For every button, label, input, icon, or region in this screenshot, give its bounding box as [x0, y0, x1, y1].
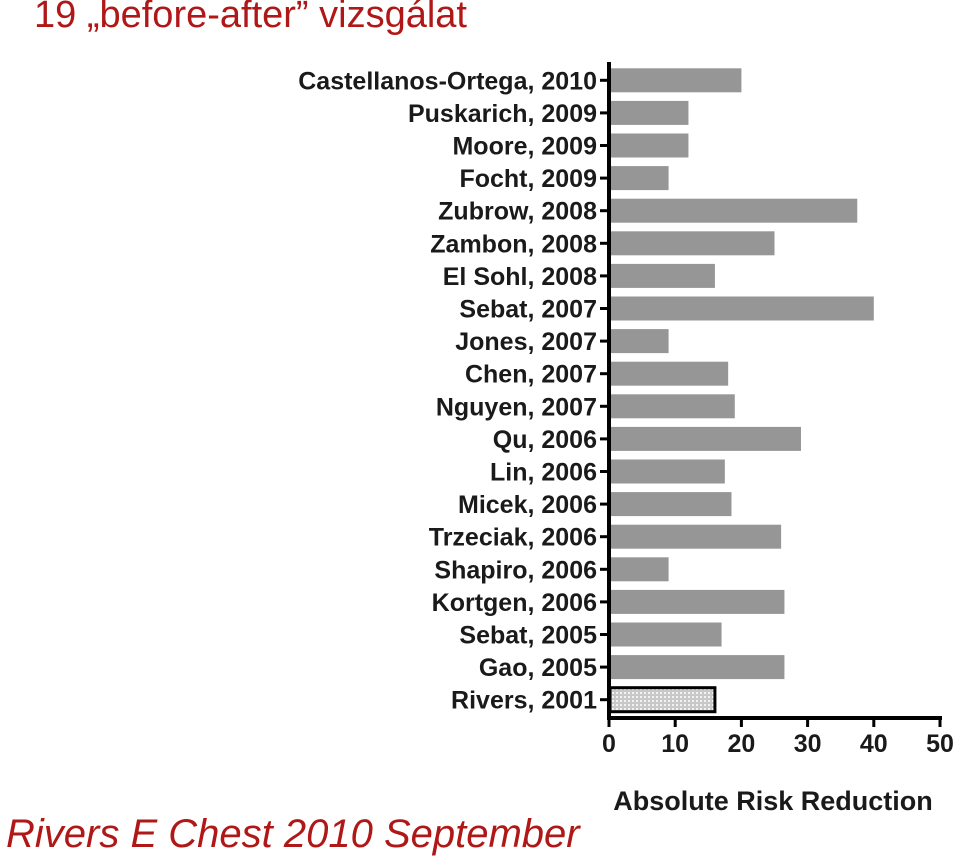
bars-layer — [608, 68, 874, 714]
category-label-2: Moore, 2009 — [452, 133, 597, 161]
axes: 0 10 20 30 40 50 — [600, 62, 954, 758]
bar-18 — [610, 655, 785, 680]
category-label-0: Castellanos-Ortega, 2010 — [298, 67, 597, 95]
bar-17 — [610, 622, 722, 647]
slide-title: 19 „before-after” vizsgálat — [34, 0, 467, 36]
bar-10 — [610, 394, 735, 419]
category-label-19: Rivers, 2001 — [451, 687, 597, 715]
category-label-3: Focht, 2009 — [459, 165, 597, 193]
bar-2 — [610, 133, 689, 158]
bar-3 — [610, 166, 669, 191]
x-tick-label-2: 20 — [727, 730, 755, 758]
category-label-4: Zubrow, 2008 — [438, 198, 597, 226]
category-label-6: El Sohl, 2008 — [443, 263, 597, 291]
category-label-10: Nguyen, 2007 — [436, 393, 597, 421]
bar-11 — [610, 426, 801, 451]
category-label-16: Kortgen, 2006 — [432, 589, 597, 617]
bar-0 — [610, 68, 742, 93]
bar-16 — [610, 589, 785, 614]
category-label-12: Lin, 2006 — [490, 459, 597, 487]
citation: Rivers E Chest 2010 September — [6, 812, 580, 856]
category-label-13: Micek, 2006 — [458, 491, 597, 519]
bar-4 — [610, 198, 858, 223]
bar-19 — [608, 686, 717, 714]
bar-13 — [610, 492, 732, 517]
bar-15 — [610, 557, 669, 582]
bar-9 — [610, 361, 729, 386]
category-label-5: Zambon, 2008 — [430, 230, 597, 258]
bar-1 — [610, 100, 689, 125]
x-tick-label-1: 10 — [661, 730, 689, 758]
bar-12 — [610, 459, 725, 484]
category-label-11: Qu, 2006 — [493, 426, 597, 454]
category-label-8: Jones, 2007 — [455, 328, 597, 356]
category-label-18: Gao, 2005 — [479, 654, 597, 682]
category-label-15: Shapiro, 2006 — [434, 556, 597, 584]
bar-6 — [610, 263, 715, 288]
category-labels: Castellanos-Ortega, 2010 Puskarich, 2009 M… — [298, 67, 597, 714]
bar-14 — [610, 524, 782, 549]
x-axis-title: Absolute Risk Reduction — [613, 786, 933, 816]
x-tick-label-3: 30 — [794, 730, 822, 758]
category-label-14: Trzeciak, 2006 — [429, 524, 597, 552]
x-tick-label-0: 0 — [602, 730, 616, 758]
bar-5 — [610, 231, 775, 256]
category-label-1: Puskarich, 2009 — [408, 100, 597, 128]
category-label-7: Sebat, 2007 — [459, 296, 597, 324]
x-tick-label-4: 40 — [860, 730, 888, 758]
x-tick-label-5: 50 — [926, 730, 954, 758]
bar-7 — [610, 296, 874, 321]
bar-8 — [610, 329, 669, 354]
category-label-9: Chen, 2007 — [465, 361, 597, 389]
category-label-17: Sebat, 2005 — [459, 622, 597, 650]
